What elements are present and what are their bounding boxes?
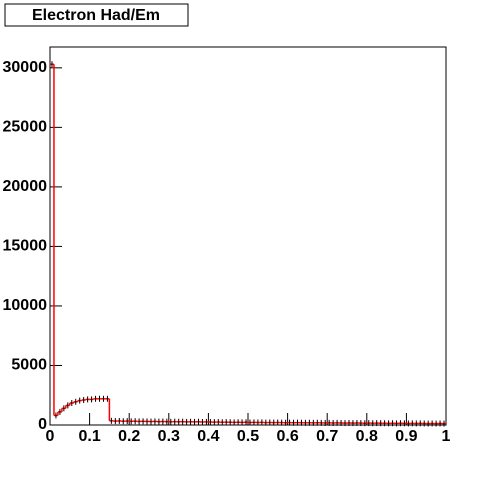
x-tick-label: 0.4 <box>197 428 219 445</box>
x-tick-label: 0.3 <box>158 428 180 445</box>
y-tick-label: 20000 <box>3 178 48 195</box>
x-tick-label: 0.8 <box>356 428 378 445</box>
x-tick-label: 0.6 <box>276 428 298 445</box>
x-tick-label: 0.2 <box>118 428 140 445</box>
x-tick-label: 0 <box>46 428 55 445</box>
x-tick-label: 0.5 <box>237 428 259 445</box>
y-tick-label: 25000 <box>3 119 48 136</box>
x-tick-label: 0.1 <box>78 428 100 445</box>
x-tick-label: 0.7 <box>316 428 338 445</box>
x-tick-label: 1 <box>442 428 451 445</box>
y-tick-label: 15000 <box>3 238 48 255</box>
x-tick-label: 0.9 <box>395 428 417 445</box>
chart-title: Electron Had/Em <box>32 7 160 24</box>
y-tick-label: 0 <box>38 416 47 433</box>
y-tick-label: 10000 <box>3 297 48 314</box>
y-tick-label: 5000 <box>11 357 47 374</box>
y-tick-label: 30000 <box>3 59 48 76</box>
title-box <box>4 3 189 27</box>
